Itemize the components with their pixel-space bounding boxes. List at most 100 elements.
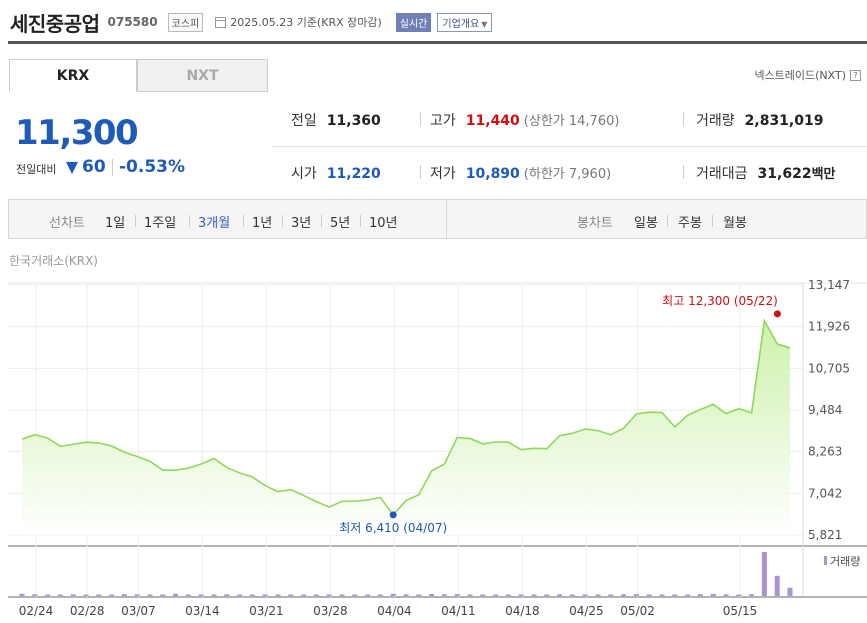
x-tick-label: 05/02 <box>620 604 655 618</box>
period-bar-divider <box>446 200 447 238</box>
exchange-label: 한국거래소(KRX) <box>9 254 98 268</box>
stat-open: 시가 11,220 <box>291 163 381 183</box>
volume-bar <box>429 593 435 596</box>
volume-bar <box>505 594 511 596</box>
volume-bar <box>723 594 729 596</box>
high-marker <box>773 310 781 318</box>
change-label: 전일대비 <box>16 163 57 176</box>
period-1w[interactable]: 1주일 <box>144 216 177 231</box>
trade-value-unit: 백만 <box>811 167 836 182</box>
stat-divider <box>420 165 421 179</box>
realtime-button[interactable]: 실시간 <box>395 12 432 32</box>
period-1d[interactable]: 1일 <box>105 216 126 231</box>
period-divider <box>360 215 361 227</box>
nxt-link-label: 넥스트레이드(NXT) <box>754 69 846 82</box>
stock-header: 세진중공업 075580 코스피 2025.05.23 기준(KRX 장마감) … <box>10 6 493 38</box>
stat-divider <box>683 112 684 126</box>
candle-chart-label: 봉차트 <box>577 216 613 231</box>
volume-bar <box>518 594 524 596</box>
price-line <box>21 318 791 517</box>
volume-bar <box>262 594 268 596</box>
volume-bar <box>697 594 703 596</box>
period-1y[interactable]: 1년 <box>252 216 273 231</box>
volume-bar <box>659 594 665 596</box>
volume-bar <box>365 594 371 596</box>
volume-bar <box>57 594 63 596</box>
volume-bar <box>493 594 499 596</box>
candle-weekly[interactable]: 주봉 <box>678 216 702 231</box>
upper-limit: (상한가 14,760) <box>523 114 620 129</box>
volume-bar <box>185 594 191 596</box>
down-triangle-icon <box>66 162 78 174</box>
company-info-dropdown[interactable]: 기업개요 ▼ <box>437 12 493 32</box>
lower-limit: (하한가 7,960) <box>523 167 612 182</box>
stat-label: 전일 <box>291 113 317 129</box>
y-tick-label: 13,147 <box>808 278 850 292</box>
volume-bar <box>633 594 639 596</box>
company-name: 세진중공업 <box>10 11 100 36</box>
stat-volume: 거래량 2,831,019 <box>696 110 823 130</box>
nxt-link[interactable]: 넥스트레이드(NXT) ? <box>754 67 861 83</box>
volume-bar <box>787 587 793 596</box>
volume-bar <box>403 594 409 596</box>
tab-krx[interactable]: KRX <box>9 59 137 92</box>
stat-label: 저가 <box>430 166 456 182</box>
stat-value: 31,622 <box>757 166 812 182</box>
volume-bar <box>480 594 486 596</box>
volume-bar <box>249 594 255 596</box>
stock-code: 075580 <box>107 15 158 29</box>
stat-low: 저가 10,890 (하한가 7,960) <box>430 163 611 183</box>
current-price: 11,300 <box>15 113 139 153</box>
x-tick-label: 04/18 <box>505 604 540 618</box>
x-tick-label: 02/24 <box>19 604 54 618</box>
period-divider <box>712 215 713 227</box>
volume-bar <box>544 594 550 596</box>
calendar-icon <box>215 16 227 28</box>
x-tick-label: 03/07 <box>121 604 156 618</box>
stat-label: 거래대금 <box>696 166 748 182</box>
volume-bar <box>749 594 755 596</box>
period-10y[interactable]: 10년 <box>369 216 398 231</box>
volume-bar <box>275 594 281 596</box>
market-badge: 코스피 <box>167 12 204 32</box>
x-tick-label: 05/15 <box>723 604 758 618</box>
volume-bar <box>237 594 243 596</box>
high-annotation: 최고 12,300 (05/22) <box>662 294 778 308</box>
header-divider <box>8 41 867 44</box>
volume-bar <box>109 594 115 596</box>
volume-bar <box>531 594 537 596</box>
period-3y[interactable]: 3년 <box>291 216 312 231</box>
stat-trade-value: 거래대금 31,622백만 <box>696 163 835 183</box>
stats-row-divider <box>272 146 867 147</box>
volume-bar <box>339 594 345 596</box>
low-annotation: 최저 6,410 (04/07) <box>339 521 447 535</box>
volume-bar <box>45 594 51 596</box>
volume-bar <box>83 594 89 596</box>
stat-label: 고가 <box>430 113 456 129</box>
period-5y[interactable]: 5년 <box>330 216 351 231</box>
volume-bar <box>96 594 102 596</box>
x-tick-label: 02/28 <box>70 604 105 618</box>
period-divider <box>667 215 668 227</box>
volume-bar <box>710 593 716 596</box>
period-divider <box>189 215 190 227</box>
period-3m[interactable]: 3개월 <box>198 216 231 231</box>
stat-value: 11,220 <box>326 166 381 182</box>
volume-bar <box>595 594 601 596</box>
candle-monthly[interactable]: 월봉 <box>723 216 747 231</box>
stat-divider <box>420 112 421 126</box>
volume-bar <box>646 594 652 596</box>
y-tick-label: 11,926 <box>808 320 850 334</box>
volume-bar <box>608 594 614 596</box>
help-icon[interactable]: ? <box>850 69 861 81</box>
x-tick-label: 03/14 <box>185 604 220 618</box>
candle-daily[interactable]: 일봉 <box>634 216 658 231</box>
volume-bar <box>672 594 678 596</box>
volume-bar <box>288 594 294 596</box>
tab-nxt[interactable]: NXT <box>137 59 268 92</box>
stat-value: 11,360 <box>326 113 381 129</box>
volume-bar <box>685 594 691 596</box>
volume-bar <box>416 594 422 596</box>
volume-bar <box>557 594 563 596</box>
